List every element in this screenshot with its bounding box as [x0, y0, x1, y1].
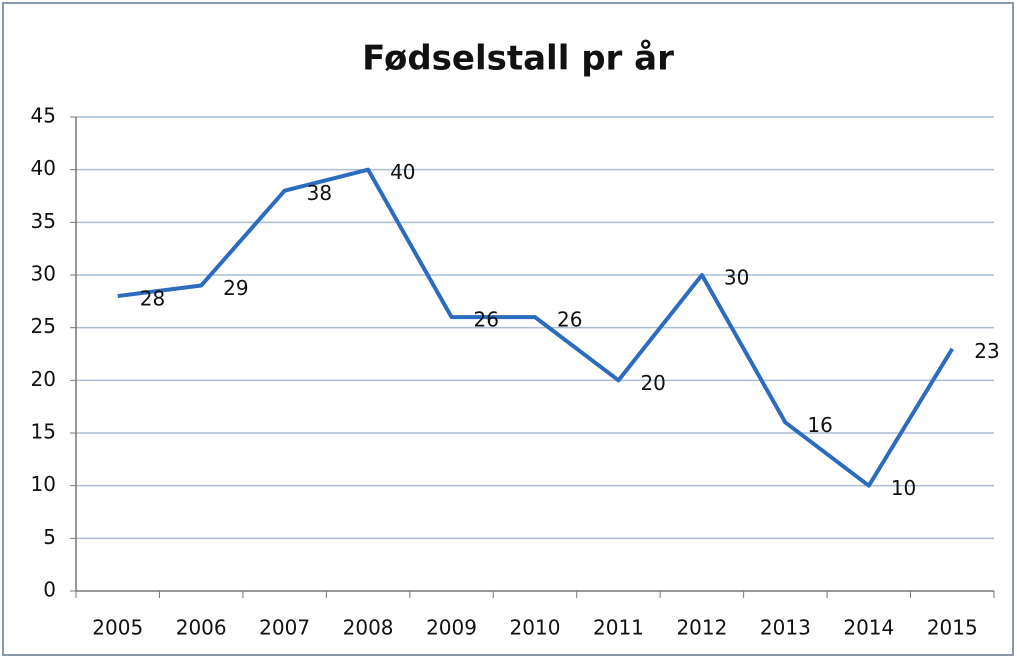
data-label: 20: [640, 371, 665, 395]
x-tick-label: 2010: [510, 616, 561, 640]
y-tick-label: 10: [31, 472, 56, 496]
x-tick-label: 2007: [259, 616, 310, 640]
x-tick-label: 2014: [843, 616, 894, 640]
line: [117, 167, 954, 488]
y-tick-label: 0: [43, 578, 56, 602]
x-tick-label: 2011: [593, 616, 644, 640]
data-label: 29: [223, 276, 248, 300]
y-tick-label: 45: [31, 104, 56, 128]
y-tick-label: 25: [31, 314, 56, 338]
x-tick-label: 2012: [676, 616, 727, 640]
chart-title: Fødselstall pr år: [362, 39, 674, 79]
x-tick-label: 2015: [927, 616, 978, 640]
y-tick-label: 40: [31, 156, 56, 180]
y-tick-label: 20: [31, 367, 56, 391]
y-tick-label: 5: [43, 525, 56, 549]
data-label: 30: [724, 266, 749, 290]
data-label: 26: [557, 308, 582, 332]
x-tick-label: 2009: [426, 616, 477, 640]
x-tick-label: 2005: [92, 616, 143, 640]
data-label: 38: [307, 181, 332, 205]
y-tick-label: 35: [31, 209, 56, 233]
data-label: 28: [140, 287, 165, 311]
y-tick-label: 30: [31, 262, 56, 286]
data-label: 10: [891, 476, 916, 500]
x-tick-label: 2008: [343, 616, 394, 640]
data-label: 26: [474, 308, 499, 332]
data-label: 40: [390, 160, 415, 184]
x-tick-label: 2006: [176, 616, 227, 640]
x-tick-label: 2013: [760, 616, 811, 640]
data-label: 23: [974, 339, 999, 363]
y-tick-label: 15: [31, 420, 56, 444]
data-label: 16: [807, 413, 832, 437]
